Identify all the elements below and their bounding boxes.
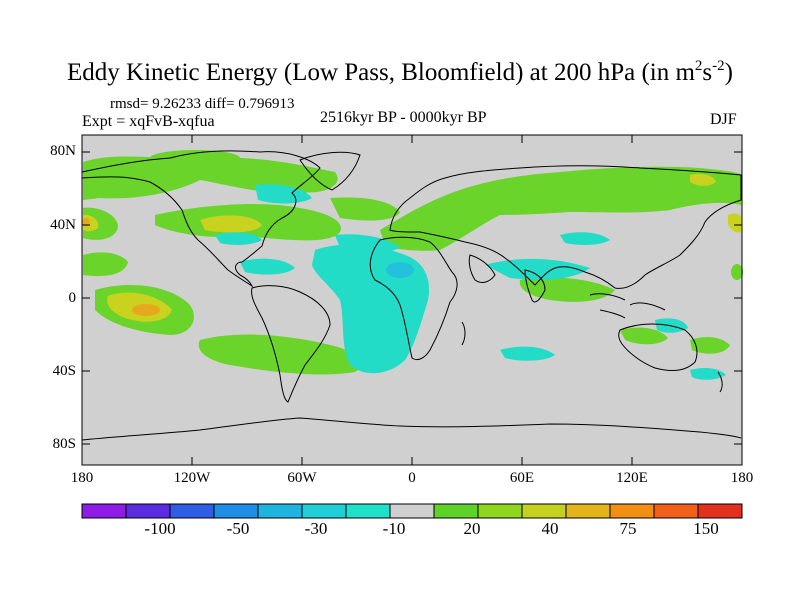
- colorbar-swatch: [213, 503, 259, 519]
- lon-tick-label: 180: [730, 470, 754, 486]
- strong-negative-regions: [386, 262, 414, 278]
- colorbar-label: -50: [226, 519, 250, 538]
- season-label: DJF: [710, 111, 737, 128]
- colorbar-swatch: [169, 503, 215, 519]
- lon-tick-label: 60W: [287, 470, 317, 486]
- colorbar-label: -30: [304, 519, 328, 538]
- colorbar: [81, 503, 743, 519]
- lon-tick-label: 180: [70, 470, 94, 486]
- peak-regions: [82, 218, 160, 316]
- lat-ticks: [82, 151, 742, 445]
- colorbar-swatch: [565, 503, 611, 519]
- rmsd-diff-stats: rmsd= 9.26233 diff= 0.796913: [110, 96, 295, 112]
- period-label: 2516kyr BP - 0000kyr BP: [320, 109, 487, 126]
- lon-tick-label: 0: [408, 470, 416, 486]
- colorbar-swatch: [125, 503, 171, 519]
- colorbar-swatch: [257, 503, 303, 519]
- lat-tick-label: 40S: [52, 363, 76, 379]
- lon-ticks: [191, 135, 633, 465]
- experiment-label: Expt = xqFvB-xqfua: [82, 113, 215, 130]
- colorbar-swatch: [433, 503, 479, 519]
- lat-tick-label: 80S: [52, 436, 76, 452]
- colorbar-label: 20: [463, 519, 481, 538]
- coastlines: [81, 150, 742, 441]
- colorbar-swatch: [653, 503, 699, 519]
- colorbar-swatch: [477, 503, 523, 519]
- colorbar-swatch: [609, 503, 655, 519]
- colorbar-swatch: [81, 503, 127, 519]
- colorbar-label: 75: [619, 519, 637, 538]
- chart-title: Eddy Kinetic Energy (Low Pass, Bloomfiel…: [67, 58, 733, 86]
- colorbar-label: -10: [382, 519, 406, 538]
- lon-tick-label: 120W: [173, 470, 211, 486]
- positive-anomaly-regions: [83, 150, 743, 375]
- colorbar-swatch: [345, 503, 391, 519]
- lat-tick-label: 80N: [50, 143, 76, 159]
- colorbar-label: 150: [693, 519, 719, 538]
- colorbar-swatch: [521, 503, 567, 519]
- colorbar-swatch: [697, 503, 743, 519]
- colorbar-label: -100: [144, 519, 176, 538]
- colorbar-swatch: [389, 503, 435, 519]
- lat-tick-label: 40N: [50, 217, 76, 233]
- lon-tick-label: 60E: [509, 470, 535, 486]
- lon-tick-label: 120E: [616, 470, 648, 486]
- colorbar-label: 40: [541, 519, 559, 538]
- colorbar-swatch: [301, 503, 347, 519]
- lat-tick-label: 0: [68, 290, 77, 306]
